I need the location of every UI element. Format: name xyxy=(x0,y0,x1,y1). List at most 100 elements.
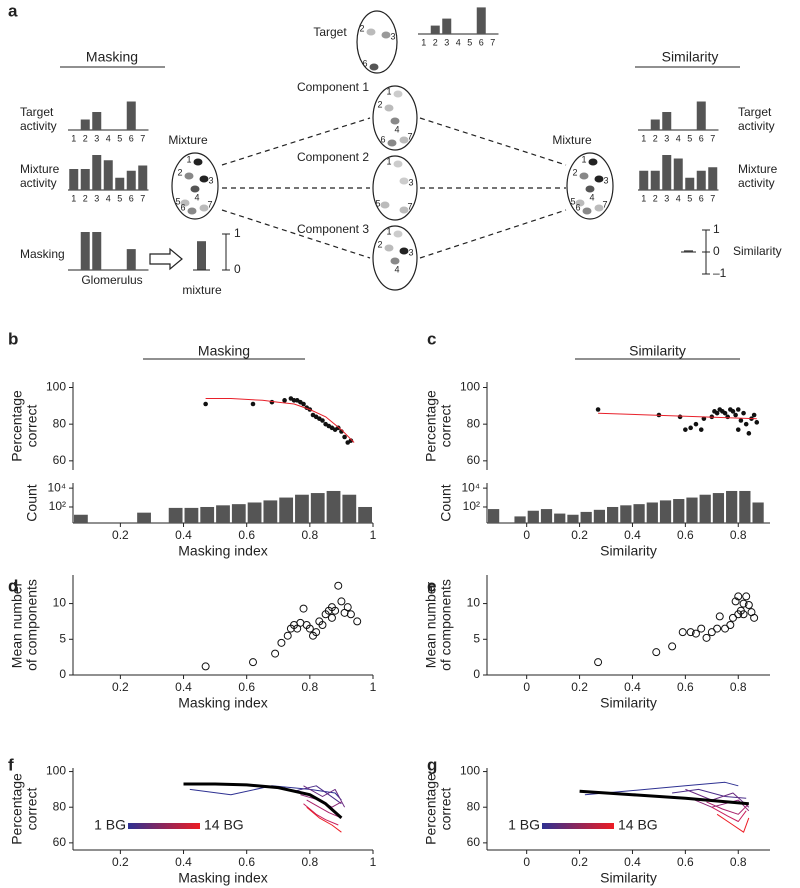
row-label: activity xyxy=(738,176,775,190)
glomerulus xyxy=(380,201,390,209)
y-axis-label: Mean number xyxy=(423,581,439,668)
histogram-bar xyxy=(342,494,357,523)
category-label: 7 xyxy=(490,37,495,47)
y-tick-label: 10² xyxy=(463,499,480,513)
data-point xyxy=(741,410,746,416)
colorbar xyxy=(128,823,200,829)
bar xyxy=(115,177,125,190)
y-tick-label: 5 xyxy=(59,631,66,645)
data-point xyxy=(301,401,306,407)
glomerulus xyxy=(387,139,397,147)
data-point xyxy=(677,414,683,420)
scale-label: –1 xyxy=(713,266,727,280)
series-line xyxy=(598,412,757,420)
x-tick-label: 0.6 xyxy=(677,680,694,694)
data-point xyxy=(697,624,706,633)
series-line xyxy=(672,788,747,799)
category-label: 7 xyxy=(710,133,715,143)
series-line xyxy=(690,797,750,812)
data-point xyxy=(691,629,700,638)
histogram-bar xyxy=(74,514,88,523)
component-title: Component 2 xyxy=(297,150,369,164)
histogram-bar xyxy=(200,506,215,523)
x-tick-label: 0.2 xyxy=(571,680,588,694)
glomerulus xyxy=(575,199,585,207)
connectors xyxy=(221,117,567,259)
data-point xyxy=(652,648,661,657)
y-tick-label: 80 xyxy=(53,799,67,813)
bar xyxy=(126,101,136,130)
histogram-bar xyxy=(488,509,500,523)
glomerulus-label: 3 xyxy=(390,31,395,41)
data-point xyxy=(698,427,704,432)
histogram-bar xyxy=(607,506,619,523)
y-axis-label: Mean number xyxy=(9,581,25,668)
glomerulus-label: 5 xyxy=(375,198,380,208)
component-title: Component 3 xyxy=(297,222,369,236)
x-tick-label: 0.4 xyxy=(175,855,192,869)
glomerulus-label: 2 xyxy=(572,167,577,177)
scale-label: 0 xyxy=(234,262,241,276)
data-point xyxy=(277,638,286,647)
glomerulus-label: 5 xyxy=(175,196,180,206)
histogram-bar xyxy=(310,493,325,523)
row-label: Masking xyxy=(20,247,65,261)
data-point xyxy=(730,409,736,414)
glomerulus-label: 7 xyxy=(407,201,412,211)
data-point xyxy=(693,421,699,427)
mixture-title: Mixture xyxy=(168,133,208,147)
panel-label: g xyxy=(427,755,437,774)
data-point xyxy=(353,617,362,626)
y-axis-label: Percentage xyxy=(9,773,25,845)
y-axis-label: correct xyxy=(438,405,454,448)
y-tick-label: 100 xyxy=(460,764,480,778)
category-label: 1 xyxy=(71,193,76,203)
x-tick-label: 0.8 xyxy=(301,528,318,542)
y-tick-label: 100 xyxy=(460,380,480,394)
category-label: 6 xyxy=(479,37,484,47)
data-point xyxy=(318,621,327,629)
histogram-bar xyxy=(184,507,199,523)
category-label: 5 xyxy=(687,133,692,143)
y-axis-label: Count xyxy=(438,484,454,521)
histogram-bar xyxy=(646,502,658,523)
series-line xyxy=(303,803,339,826)
bar xyxy=(92,232,102,270)
histogram-bar xyxy=(168,507,183,523)
y-tick-label: 10 xyxy=(53,596,67,610)
glomerulus-label: 5 xyxy=(570,196,575,206)
data-point xyxy=(754,420,760,425)
series-line xyxy=(189,785,342,801)
glomerulus xyxy=(381,31,391,39)
histogram-bar xyxy=(673,499,685,523)
histogram-bar xyxy=(633,504,645,523)
glomerulus-label: 3 xyxy=(408,247,413,257)
glomerulus-label: 1 xyxy=(386,86,391,96)
data-point xyxy=(725,414,730,420)
x-tick-label: 0.8 xyxy=(730,680,747,694)
series-line xyxy=(205,398,355,443)
glomerulus-label: 2 xyxy=(359,23,364,33)
target-title: Target xyxy=(313,25,347,39)
y-tick-label: 60 xyxy=(53,453,67,467)
category-label: 5 xyxy=(687,193,692,203)
glomerulus-label: 3 xyxy=(603,175,608,185)
data-point xyxy=(312,628,321,637)
data-point xyxy=(735,407,741,412)
data-point xyxy=(688,425,693,431)
data-point xyxy=(722,410,728,416)
scale-label: 1 xyxy=(234,226,241,240)
bar xyxy=(662,112,672,130)
x-tick-label: 0.8 xyxy=(730,528,747,542)
category-label: 6 xyxy=(129,133,134,143)
histogram-bar xyxy=(593,509,606,523)
glomerulus xyxy=(585,185,595,193)
axis-label: mixture xyxy=(182,283,222,297)
category-label: 4 xyxy=(676,193,681,203)
histogram-bar xyxy=(216,505,230,523)
y-tick-label: 80 xyxy=(467,799,481,813)
series-line xyxy=(706,801,750,815)
bar xyxy=(696,170,706,190)
x-tick-label: 1 xyxy=(370,855,377,869)
data-point xyxy=(742,592,751,601)
